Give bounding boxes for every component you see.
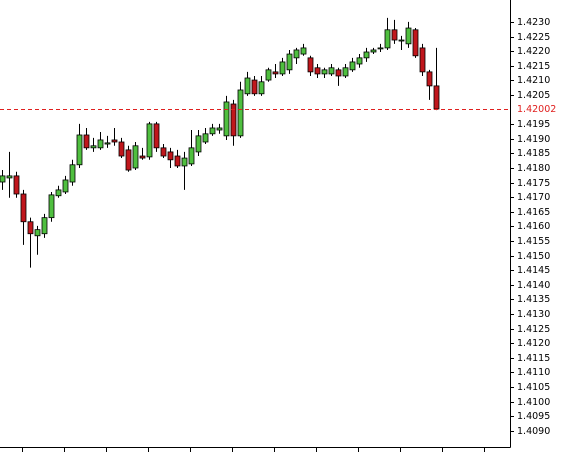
candle-body [27, 221, 34, 235]
candle-body [83, 134, 90, 149]
candle-body [97, 139, 104, 149]
candle-body [223, 101, 230, 137]
y-tick-label: 1.4120 [517, 338, 550, 349]
candle-body [314, 67, 321, 75]
candle-body [433, 85, 440, 110]
y-tick-label: 1.4110 [517, 367, 550, 378]
candle-body [195, 135, 202, 153]
candle-body [202, 133, 209, 143]
y-tick-label: 1.4095 [517, 411, 550, 422]
y-tick-label: 1.4125 [517, 324, 550, 335]
candle-body [279, 61, 286, 75]
y-tick-label: 1.4140 [517, 280, 550, 291]
time-ticks [22, 447, 485, 452]
candle-body [426, 71, 433, 87]
candle-body [146, 123, 153, 158]
candle-body [356, 57, 363, 65]
y-tick-label: 1.4115 [517, 353, 550, 364]
candle-body [6, 175, 13, 179]
candle-body [34, 229, 41, 237]
y-tick-label: 1.4150 [517, 251, 550, 262]
candle-body [104, 142, 111, 145]
candle-body [251, 79, 258, 95]
candle-body [139, 155, 146, 159]
candle-body [13, 175, 20, 195]
candle-body [384, 29, 391, 49]
y-tick-label: 1.4130 [517, 309, 550, 320]
candle-body [265, 69, 272, 81]
candle-body [62, 179, 69, 193]
candle-body [160, 147, 167, 157]
candle-body [188, 147, 195, 165]
candle-body [41, 217, 48, 235]
candle-body [216, 127, 223, 131]
candle-body [132, 145, 139, 169]
y-tick-label: 1.4210 [517, 75, 550, 86]
candle-body [76, 134, 83, 166]
candle-body [237, 89, 244, 137]
candle-body [335, 69, 342, 77]
y-tick-label: 1.4225 [517, 32, 550, 43]
candle-body [370, 49, 377, 53]
candle-body [419, 47, 426, 73]
candle-body [391, 29, 398, 41]
y-tick-label: 1.4155 [517, 236, 550, 247]
y-tick-label: 1.4190 [517, 134, 550, 145]
candle-body [153, 123, 160, 149]
candle-body [90, 145, 97, 149]
candle-body [230, 103, 237, 137]
candle-body [377, 47, 384, 50]
candle-body [0, 175, 6, 183]
y-tick-label: 1.4175 [517, 178, 550, 189]
y-tick-label: 1.4215 [517, 61, 550, 72]
last-price-label: 1.42002 [517, 104, 556, 115]
y-tick-label: 1.4135 [517, 294, 550, 305]
y-tick-label: 1.4230 [517, 17, 550, 28]
candle-body [167, 151, 174, 161]
y-tick-label: 1.4185 [517, 148, 550, 159]
candle-body [286, 53, 293, 71]
candle-body [209, 127, 216, 135]
candle-body [300, 47, 307, 55]
candle-body [342, 67, 349, 77]
candle-body [111, 139, 118, 143]
candle-body [69, 164, 76, 183]
candle-body [321, 69, 328, 75]
candle-body [272, 71, 279, 75]
y-tick-label: 1.4195 [517, 119, 550, 130]
candle-body [307, 57, 314, 73]
candle-body [118, 141, 125, 157]
candle-body [174, 155, 181, 167]
y-tick-label: 1.4100 [517, 397, 550, 408]
y-tick-label: 1.4220 [517, 46, 550, 57]
candle-body [398, 39, 405, 42]
candle-body [328, 67, 335, 75]
candle-body [405, 27, 412, 45]
y-tick-label: 1.4205 [517, 90, 550, 101]
candle-body [293, 49, 300, 59]
candle-body [412, 29, 419, 57]
y-tick-label: 1.4145 [517, 265, 550, 276]
y-tick-label: 1.4160 [517, 221, 550, 232]
y-tick-label: 1.4170 [517, 192, 550, 203]
candle-body [125, 149, 132, 171]
last-price-box [512, 103, 566, 116]
candle-body [363, 51, 370, 59]
y-tick-label: 1.4105 [517, 382, 550, 393]
candle-body [244, 77, 251, 95]
candle-body [181, 157, 188, 167]
y-tick-label: 1.4090 [517, 426, 550, 437]
y-tick-label: 1.4165 [517, 207, 550, 218]
candle-body [48, 194, 55, 219]
y-tick-label: 1.4180 [517, 163, 550, 174]
candle-body [349, 61, 356, 71]
candle-body [55, 189, 62, 197]
candle-body [258, 81, 265, 95]
candle-body [20, 193, 27, 223]
